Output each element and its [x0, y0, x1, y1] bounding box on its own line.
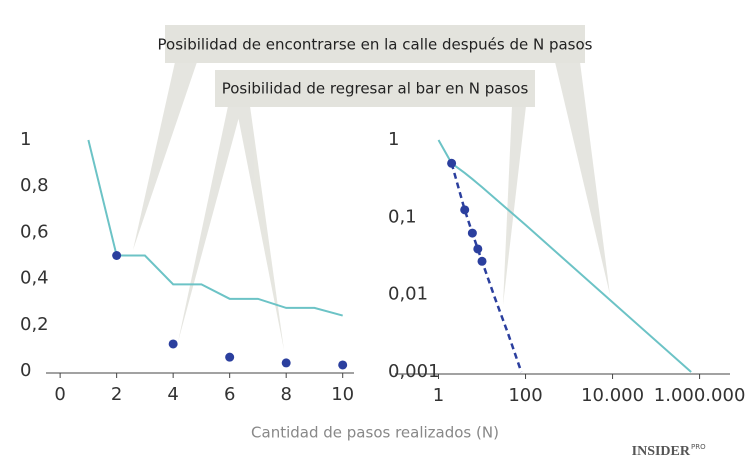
y-tick-label: 0,4: [20, 268, 49, 289]
callout-box: [165, 25, 585, 63]
x-tick-label: 2: [111, 384, 122, 405]
pointer: [133, 62, 197, 250]
point: [281, 358, 291, 368]
point: [473, 244, 483, 254]
callout-box: [215, 70, 535, 107]
y-tick-label: 0,001: [388, 361, 440, 382]
x-tick-label: 6: [224, 384, 235, 405]
point: [477, 256, 487, 266]
y-tick-label: 1: [388, 129, 399, 150]
x-tick-label: 1.000.000: [654, 385, 746, 406]
pointer: [503, 106, 526, 305]
x-tick-label: 100: [508, 385, 542, 406]
x-tick-label: 1: [433, 385, 444, 406]
x-tick-label: 10.000: [581, 385, 644, 406]
y-tick-label: 0,6: [20, 221, 49, 242]
y-tick-label: 0,1: [388, 206, 417, 227]
point: [168, 339, 178, 349]
point: [225, 352, 235, 362]
point: [338, 360, 348, 370]
pointer: [555, 62, 610, 295]
callout-pointers: [133, 62, 610, 350]
pointer: [178, 106, 242, 342]
point: [467, 228, 477, 238]
callout-text: Posibilidad de regresar al bar en N paso…: [222, 80, 529, 98]
point: [447, 158, 457, 168]
line: [437, 139, 692, 373]
x-tick-label: 4: [167, 384, 178, 405]
logo: INSIDER: [632, 444, 691, 459]
x-axis-label: Cantidad de pasos realizados (N): [251, 424, 499, 442]
point: [112, 251, 122, 260]
y-tick-label: 1: [20, 129, 31, 150]
y-tick-label: 0,01: [388, 284, 428, 305]
x-tick-label: 0: [54, 384, 65, 405]
y-tick-label: 0: [20, 360, 31, 381]
y-tick-label: 0,8: [20, 175, 49, 196]
pointer: [236, 106, 284, 350]
callout-text: Posibilidad de encontrarse en la calle d…: [158, 36, 593, 54]
x-tick-label: 8: [280, 384, 291, 405]
x-tick-label: 10: [331, 384, 354, 405]
y-tick-label: 0,2: [20, 314, 49, 335]
line: [87, 139, 343, 317]
point: [460, 205, 470, 215]
logo-tag: PRO: [691, 443, 706, 451]
